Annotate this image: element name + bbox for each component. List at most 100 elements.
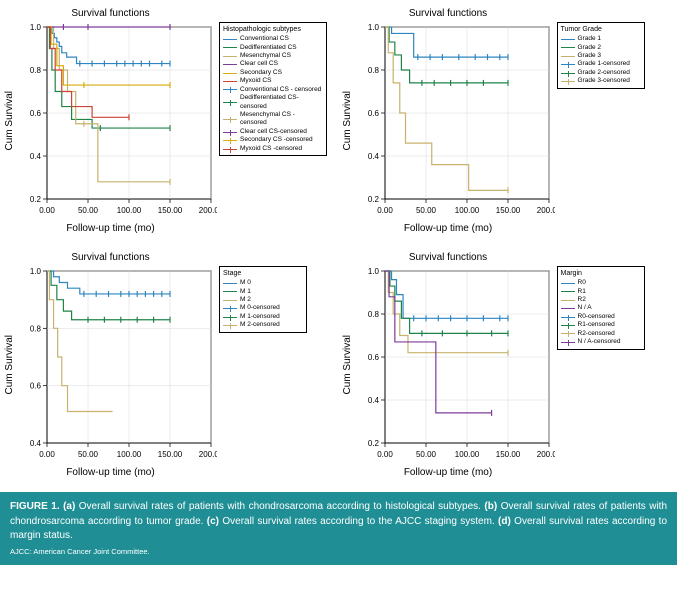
legend-item: R2-censored xyxy=(561,330,641,338)
svg-text:0.2: 0.2 xyxy=(367,439,379,448)
figure-page: Survival functions Cum Survival 0.00 50.00 1… xyxy=(0,0,677,565)
chart-title: Survival functions xyxy=(409,8,487,19)
svg-text:1.0: 1.0 xyxy=(30,23,42,32)
series-line xyxy=(47,27,170,85)
legend-item: R2 xyxy=(561,296,641,304)
x-axis-label: Follow-up time (mo) xyxy=(404,223,492,234)
series-line xyxy=(385,27,508,190)
svg-text:0.4: 0.4 xyxy=(367,396,379,405)
svg-text:1.0: 1.0 xyxy=(367,267,379,276)
figure-label: FIGURE 1. xyxy=(10,501,60,512)
legend-item: Myxoid CS -censored xyxy=(223,145,323,153)
series-line xyxy=(385,271,492,413)
chart-wrap: Survival functionsCum Survival0.0050.001… xyxy=(4,8,217,234)
svg-text:200.00: 200.00 xyxy=(199,206,217,215)
svg-text:50.00: 50.00 xyxy=(415,450,436,459)
svg-text:200.00: 200.00 xyxy=(199,450,217,459)
legend-item: Grade 3-censored xyxy=(561,77,641,85)
caption-subtag: (a) xyxy=(63,501,79,512)
series-line xyxy=(385,27,508,83)
svg-text:150.00: 150.00 xyxy=(158,206,183,215)
series-line xyxy=(385,271,508,318)
series-line xyxy=(47,27,170,182)
legend-item: M 1-censored xyxy=(223,313,303,321)
chart-wrap: Survival functionsCum Survival0.0050.001… xyxy=(342,8,555,234)
svg-text:0.8: 0.8 xyxy=(30,324,42,333)
svg-text:100.00: 100.00 xyxy=(454,206,479,215)
chart-wrap: Survival functionsCum Survival0.0050.001… xyxy=(342,252,555,478)
legend-item: Conventional CS - censored xyxy=(223,86,323,94)
legend-title: Tumor Grade xyxy=(561,25,641,34)
svg-text:0.6: 0.6 xyxy=(367,353,379,362)
legend-item: R1 xyxy=(561,288,641,296)
svg-text:200.00: 200.00 xyxy=(536,206,554,215)
x-axis-label: Follow-up time (mo) xyxy=(66,467,154,478)
caption-subtext: Overall survival rates of patients with … xyxy=(79,501,481,512)
survival-chart-a: 0.0050.00100.00150.00200.000.20.40.60.81… xyxy=(17,21,217,221)
svg-text:0.8: 0.8 xyxy=(367,310,379,319)
series-line xyxy=(47,271,170,294)
y-axis-label: Cum Survival xyxy=(4,91,15,150)
svg-text:0.2: 0.2 xyxy=(367,195,379,204)
caption-subtag: (c) xyxy=(203,516,222,527)
svg-text:100.00: 100.00 xyxy=(454,450,479,459)
series-line xyxy=(385,27,508,57)
caption-subtag: (d) xyxy=(495,516,514,527)
caption-footnote: AJCC: American Cancer Joint Committee. xyxy=(10,547,667,558)
svg-text:200.00: 200.00 xyxy=(536,450,554,459)
svg-text:0.4: 0.4 xyxy=(367,152,379,161)
svg-text:0.8: 0.8 xyxy=(367,66,379,75)
panel-b: Survival functionsCum Survival0.0050.001… xyxy=(342,8,674,234)
legend-item: Grade 2 xyxy=(561,44,641,52)
survival-chart-d: 0.0050.00100.00150.00200.000.20.40.60.81… xyxy=(355,265,555,465)
chart-title: Survival functions xyxy=(71,252,149,263)
panel-c: Survival functions Cum Survival 0.00 50.00 1… xyxy=(4,252,336,478)
svg-text:50.00: 50.00 xyxy=(78,206,99,215)
y-axis-label: Cum Survival xyxy=(342,335,353,394)
legend-title: Stage xyxy=(223,269,303,278)
svg-text:0.00: 0.00 xyxy=(39,206,55,215)
legend-item: Clear cell CS-censored xyxy=(223,128,323,136)
svg-text:50.00: 50.00 xyxy=(415,206,436,215)
legend-item: Dedifferentiated CS-censored xyxy=(223,94,323,111)
svg-text:150.00: 150.00 xyxy=(158,450,183,459)
svg-text:0.6: 0.6 xyxy=(367,109,379,118)
svg-text:0.6: 0.6 xyxy=(30,109,42,118)
y-axis-label: Cum Survival xyxy=(4,335,15,394)
panel-a: Survival functionsCum Survival0.0050.001… xyxy=(4,8,336,234)
legend-item: N / A-censored xyxy=(561,338,641,346)
legend-item: N / A xyxy=(561,304,641,312)
x-axis-label: Follow-up time (mo) xyxy=(66,223,154,234)
legend-item: R1-censored xyxy=(561,321,641,329)
svg-text:150.00: 150.00 xyxy=(495,450,520,459)
svg-text:0.4: 0.4 xyxy=(30,439,42,448)
svg-text:50.00: 50.00 xyxy=(78,450,99,459)
y-axis-label: Cum Survival xyxy=(342,91,353,150)
figure-caption: FIGURE 1. (a) Overall survival rates of … xyxy=(0,492,677,565)
legend-item: R0-censored xyxy=(561,313,641,321)
legend-title: Margin xyxy=(561,269,641,278)
svg-text:0.00: 0.00 xyxy=(39,450,55,459)
survival-chart-c: 0.0050.00100.00150.00200.000.40.60.81.0 xyxy=(17,265,217,465)
svg-text:0.2: 0.2 xyxy=(30,195,42,204)
legend-item: Secondary CS -censored xyxy=(223,136,323,144)
series-line xyxy=(47,27,170,64)
caption-subtag: (b) xyxy=(481,501,501,512)
legend-item: M 2-censored xyxy=(223,321,303,329)
legend-title: Histopathologic subtypes xyxy=(223,25,323,34)
x-axis-label: Follow-up time (mo) xyxy=(404,467,492,478)
svg-text:150.00: 150.00 xyxy=(495,206,520,215)
survival-chart-b: 0.0050.00100.00150.00200.000.20.40.60.81… xyxy=(355,21,555,221)
legend-item: Grade 2-censored xyxy=(561,69,641,77)
legend-item: Dedifferentiated CS xyxy=(223,44,323,52)
chart-title: Survival functions xyxy=(409,252,487,263)
legend: StageM 0M 1M 2M 0-censoredM 1-censoredM … xyxy=(219,266,307,333)
legend-item: M 0-censored xyxy=(223,304,303,312)
legend-item: M 1 xyxy=(223,288,303,296)
svg-text:0.6: 0.6 xyxy=(30,382,42,391)
svg-text:0.4: 0.4 xyxy=(30,152,42,161)
legend-item: Myxoid CS xyxy=(223,77,323,85)
legend: Tumor GradeGrade 1Grade 2Grade 3Grade 1-… xyxy=(557,22,645,89)
svg-text:1.0: 1.0 xyxy=(30,267,42,276)
legend-item: Mesenchymal CS xyxy=(223,52,323,60)
